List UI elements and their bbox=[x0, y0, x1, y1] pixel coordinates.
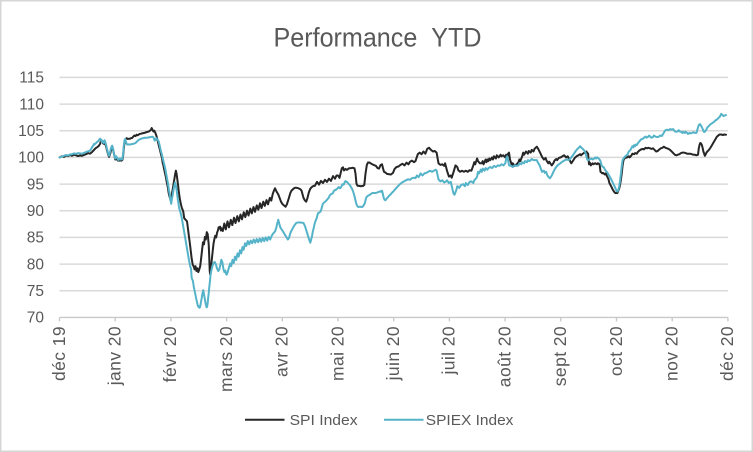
svg-text:85: 85 bbox=[27, 230, 44, 247]
svg-text:105: 105 bbox=[18, 123, 44, 140]
svg-text:100: 100 bbox=[18, 150, 44, 167]
svg-text:75: 75 bbox=[27, 283, 44, 300]
svg-text:95: 95 bbox=[27, 176, 44, 193]
svg-text:déc 19: déc 19 bbox=[49, 326, 69, 381]
svg-text:oct 20: oct 20 bbox=[606, 326, 626, 376]
svg-text:mai 20: mai 20 bbox=[327, 326, 347, 381]
svg-text:110: 110 bbox=[19, 96, 44, 113]
svg-text:sept 20: sept 20 bbox=[550, 326, 570, 386]
svg-text:déc 20: déc 20 bbox=[717, 326, 737, 381]
svg-text:70: 70 bbox=[27, 310, 45, 327]
svg-text:juin 20: juin 20 bbox=[383, 326, 403, 381]
svg-text:SPI Index: SPI Index bbox=[290, 412, 359, 429]
svg-text:avr 20: avr 20 bbox=[272, 326, 292, 377]
svg-text:115: 115 bbox=[19, 70, 44, 87]
svg-text:janv 20: janv 20 bbox=[105, 326, 125, 386]
svg-text:Performance YTD: Performance YTD bbox=[274, 23, 482, 53]
svg-text:SPIEX Index: SPIEX Index bbox=[426, 412, 514, 429]
svg-text:août 20: août 20 bbox=[494, 326, 514, 387]
svg-text:nov 20: nov 20 bbox=[662, 326, 682, 381]
svg-text:mars 20: mars 20 bbox=[216, 326, 236, 392]
svg-text:févr 20: févr 20 bbox=[160, 326, 180, 382]
svg-text:juil 20: juil 20 bbox=[439, 326, 459, 376]
svg-text:90: 90 bbox=[27, 203, 45, 220]
svg-text:80: 80 bbox=[27, 256, 45, 273]
